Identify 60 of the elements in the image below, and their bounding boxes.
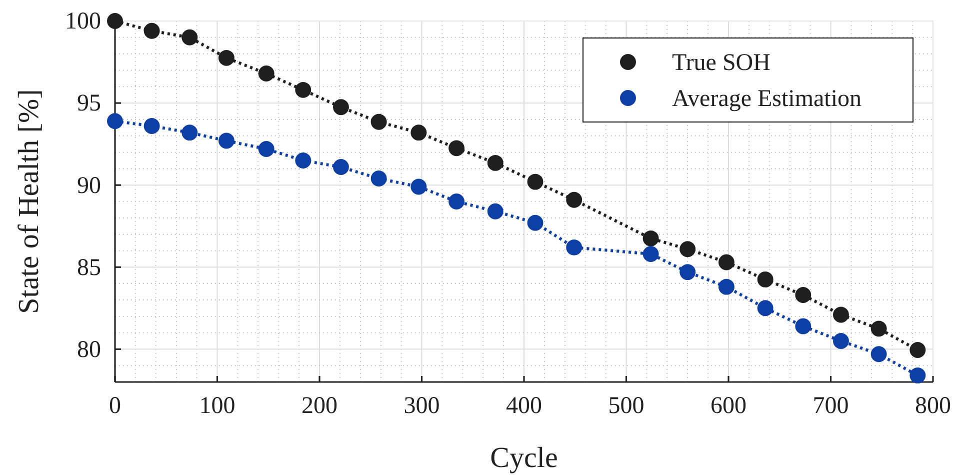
legend-label: True SOH xyxy=(672,50,770,76)
point xyxy=(718,254,734,270)
point xyxy=(832,306,849,323)
x-tick-label: 100 xyxy=(199,393,236,420)
point xyxy=(718,278,734,295)
point xyxy=(332,99,349,116)
point xyxy=(410,178,427,195)
point xyxy=(258,141,274,157)
x-tick-label: 400 xyxy=(506,393,542,420)
point xyxy=(642,230,659,246)
point xyxy=(487,203,504,220)
point xyxy=(566,192,582,208)
point xyxy=(332,159,349,176)
point xyxy=(910,342,926,358)
point xyxy=(258,66,274,82)
point xyxy=(218,50,234,66)
point xyxy=(757,300,774,316)
point xyxy=(832,333,849,349)
point xyxy=(795,318,812,334)
point xyxy=(410,124,427,141)
point xyxy=(870,346,887,362)
point xyxy=(107,113,123,130)
x-tick-label: 800 xyxy=(915,393,951,420)
point xyxy=(527,174,544,190)
point xyxy=(642,246,659,262)
x-tick-label: 300 xyxy=(404,393,440,420)
point xyxy=(370,170,387,186)
x-tick-label: 0 xyxy=(109,393,121,420)
y-tick-label: 90 xyxy=(77,172,101,199)
y-tick-label: 85 xyxy=(77,254,101,281)
point xyxy=(182,29,198,46)
x-tick-label: 200 xyxy=(302,393,338,420)
point xyxy=(757,271,774,288)
point xyxy=(487,154,504,171)
point xyxy=(566,239,582,256)
point xyxy=(795,287,812,303)
point xyxy=(144,118,160,134)
point xyxy=(182,124,198,141)
y-tick-label: 80 xyxy=(77,336,101,363)
point xyxy=(910,367,926,384)
point xyxy=(295,152,312,168)
point xyxy=(448,140,464,156)
point xyxy=(680,241,696,258)
y-tick-label: 100 xyxy=(65,8,101,35)
point xyxy=(370,114,387,130)
y-axis-title: State of Health [%] xyxy=(13,89,45,314)
x-tick-label: 500 xyxy=(608,393,644,420)
point xyxy=(107,13,123,29)
point xyxy=(448,194,464,210)
y-tick-label: 95 xyxy=(77,90,101,117)
x-tick-label: 700 xyxy=(812,393,849,420)
point xyxy=(295,82,312,98)
point xyxy=(527,214,544,231)
x-axis-title: Cycle xyxy=(490,442,558,474)
point xyxy=(870,320,887,337)
point xyxy=(218,132,234,149)
legend-label: Average Estimation xyxy=(672,86,862,112)
point xyxy=(144,22,160,39)
point xyxy=(680,264,696,280)
x-tick-label: 600 xyxy=(710,393,746,420)
